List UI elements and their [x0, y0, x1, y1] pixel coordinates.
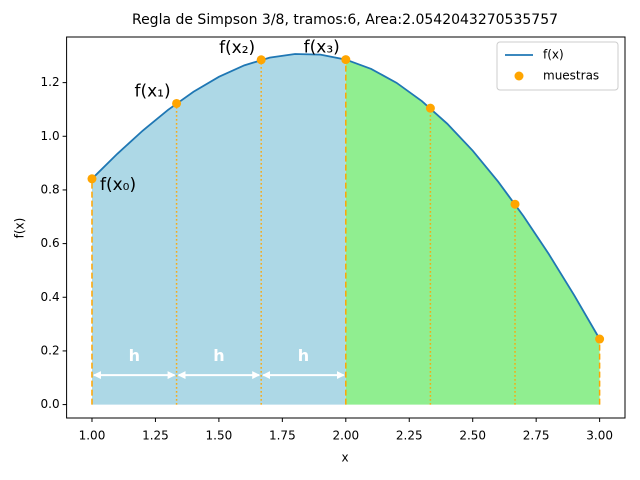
x-tick-label: 2.25 — [396, 429, 423, 443]
y-tick-label: 1.0 — [41, 129, 60, 143]
sample-point — [87, 174, 97, 184]
x-tick-label: 1.75 — [269, 429, 296, 443]
sample-point — [510, 199, 520, 209]
point-label: f(x₂) — [219, 38, 255, 58]
legend-label: f(x) — [543, 48, 564, 62]
y-tick-label: 1.2 — [41, 75, 60, 89]
x-tick-label: 1.25 — [142, 429, 169, 443]
y-tick-label: 0.2 — [41, 343, 60, 357]
x-tick-label: 1.00 — [79, 429, 106, 443]
y-axis-label: f(x) — [13, 218, 27, 239]
interval-label: h — [298, 346, 309, 365]
point-label: f(x₀) — [100, 175, 136, 195]
x-tick-label: 2.00 — [332, 429, 359, 443]
sample-point — [595, 334, 605, 344]
x-tick-label: 2.75 — [523, 429, 550, 443]
legend-dot — [514, 71, 524, 81]
point-label: f(x₃) — [304, 38, 340, 58]
legend-box — [496, 41, 619, 91]
y-tick-label: 0.0 — [41, 397, 60, 411]
sample-point — [172, 98, 182, 108]
y-tick-label: 0.8 — [41, 182, 60, 196]
point-label: f(x₁) — [134, 81, 170, 101]
y-tick-label: 0.4 — [41, 290, 60, 304]
y-tick-label: 0.6 — [41, 236, 60, 250]
interval-label: h — [129, 346, 140, 365]
sample-point — [256, 55, 266, 65]
chart-title: Regla de Simpson 3/8, tramos:6, Area:2.0… — [132, 12, 558, 28]
x-tick-label: 3.00 — [586, 429, 613, 443]
x-axis-label: x — [341, 451, 348, 465]
interval-label: h — [213, 346, 224, 365]
legend-label: muestras — [543, 69, 599, 83]
x-tick-label: 1.50 — [206, 429, 233, 443]
area-fill — [345, 59, 600, 405]
area-fill — [91, 54, 346, 405]
sample-point — [341, 55, 351, 65]
x-tick-label: 2.50 — [459, 429, 486, 443]
sample-point — [425, 103, 435, 113]
